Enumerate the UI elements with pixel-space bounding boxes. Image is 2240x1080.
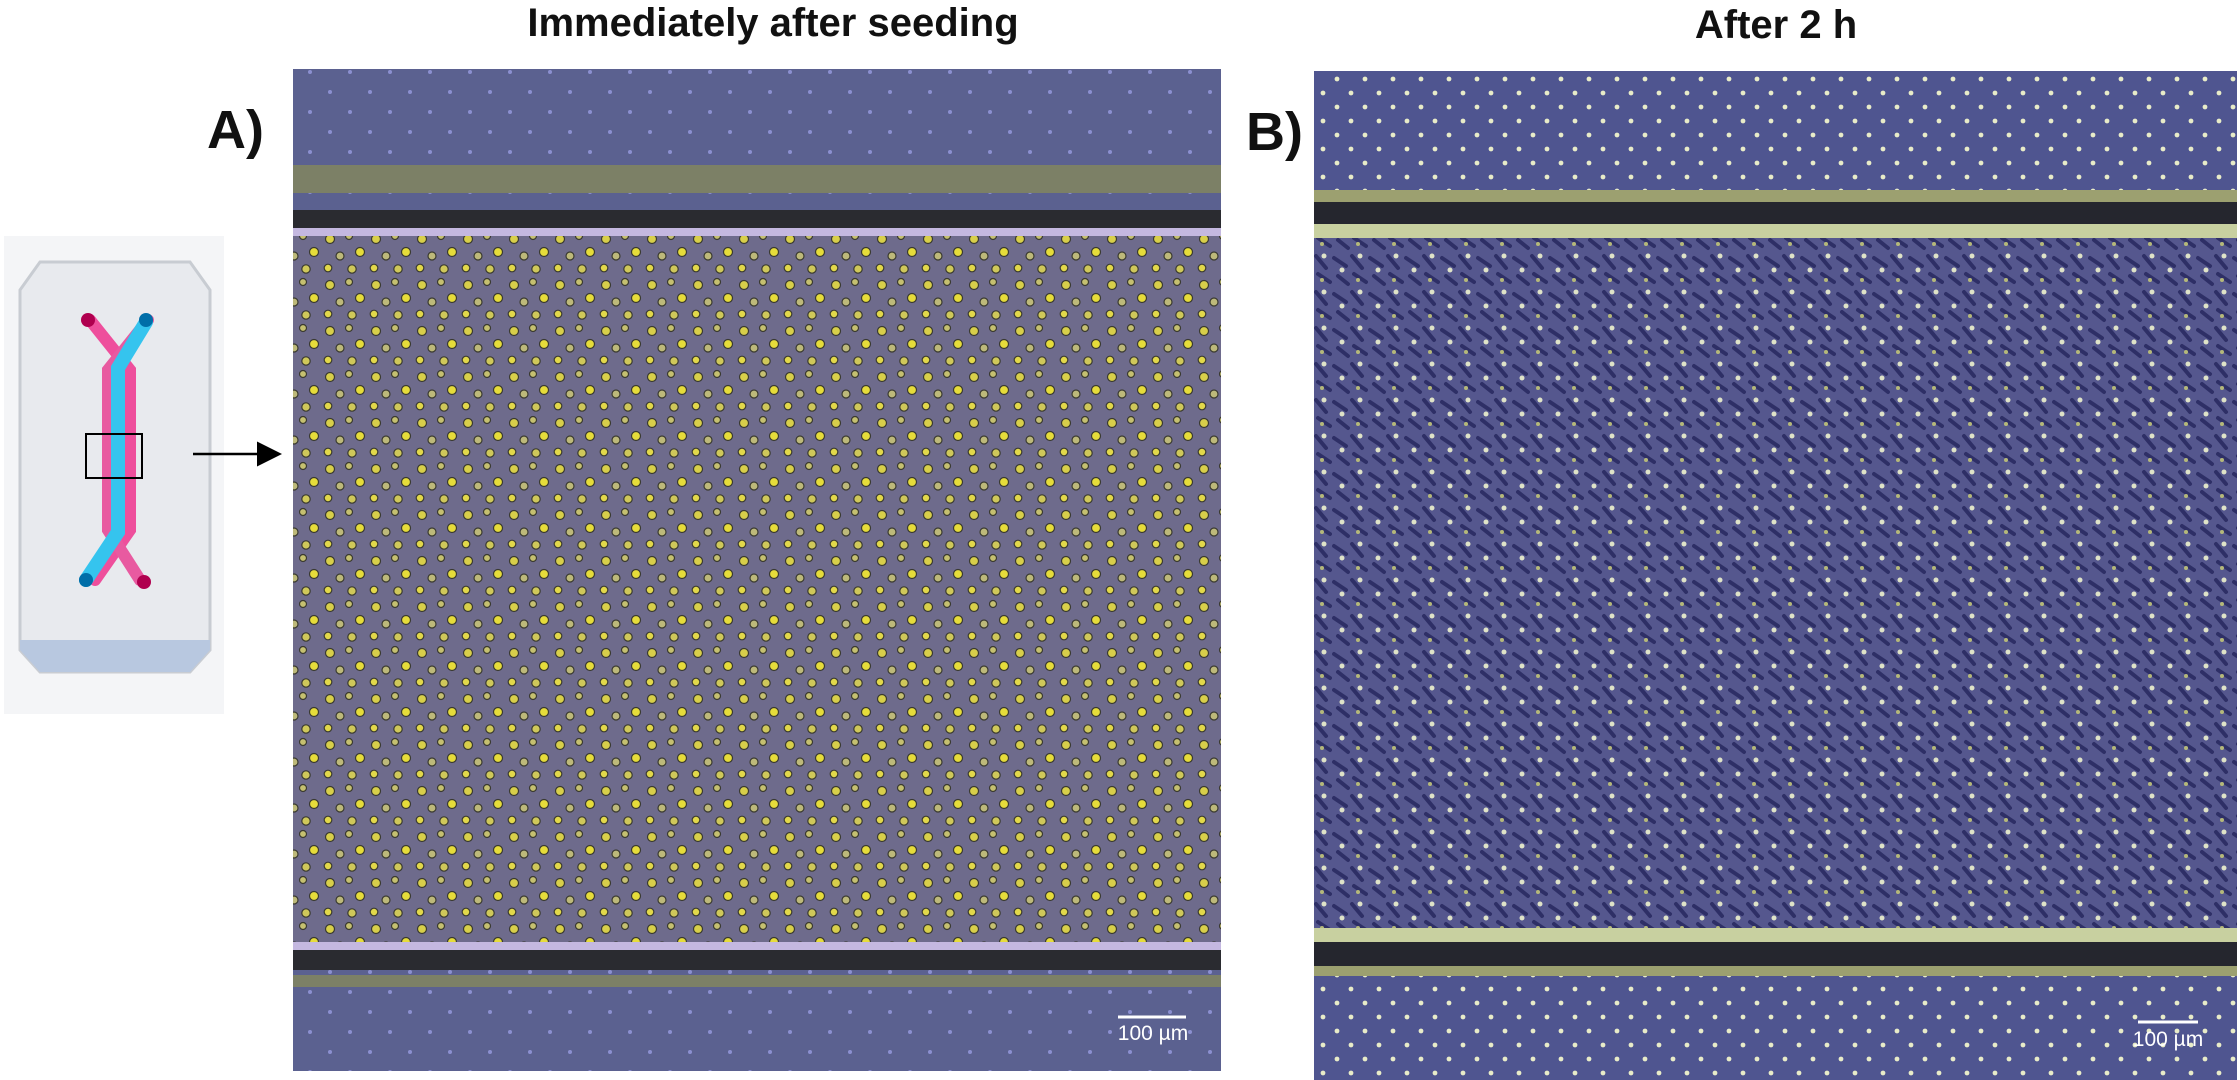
panel-title: Immediately after seeding [527,1,1018,45]
panel-title: After 2 h [1695,3,1857,47]
panel-label: A) [207,100,264,160]
scale-bar-label: 100 µm [1118,1022,1188,1045]
panel-label: B) [1246,102,1303,162]
micrograph: 100 µm [293,69,1221,1071]
chip-illustration [4,236,282,714]
micrograph: 100 µm [1314,71,2237,1080]
scale-bar-label: 100 µm [2133,1028,2203,1051]
